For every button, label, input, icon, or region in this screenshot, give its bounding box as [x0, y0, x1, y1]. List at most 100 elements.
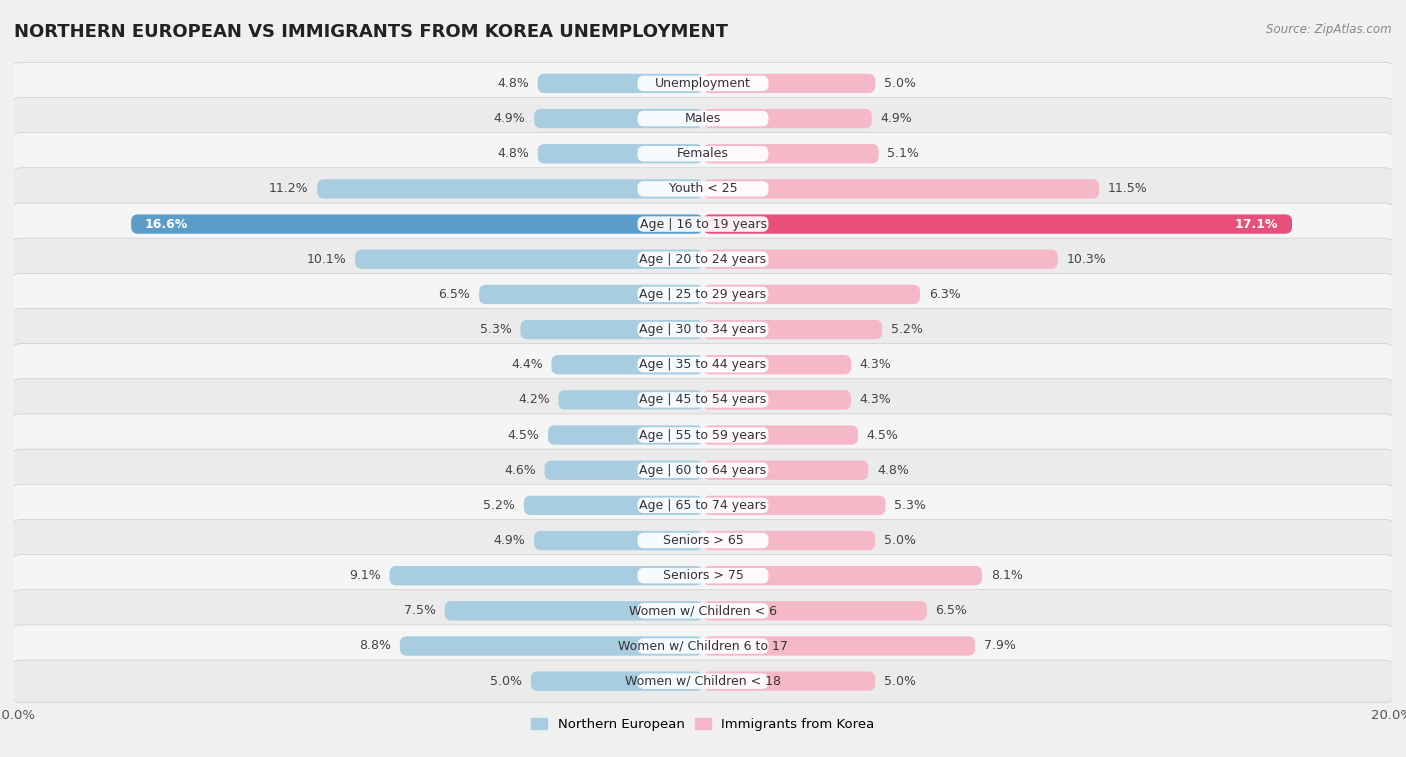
Legend: Northern European, Immigrants from Korea: Northern European, Immigrants from Korea — [526, 712, 880, 736]
FancyBboxPatch shape — [11, 168, 1395, 210]
FancyBboxPatch shape — [11, 519, 1395, 562]
Text: 4.6%: 4.6% — [505, 464, 536, 477]
FancyBboxPatch shape — [703, 566, 981, 585]
Text: 7.5%: 7.5% — [404, 604, 436, 617]
FancyBboxPatch shape — [637, 533, 769, 548]
Text: 5.0%: 5.0% — [884, 77, 915, 90]
Text: 6.5%: 6.5% — [935, 604, 967, 617]
Text: 4.3%: 4.3% — [859, 358, 891, 371]
FancyBboxPatch shape — [703, 671, 875, 691]
Text: 10.1%: 10.1% — [307, 253, 346, 266]
FancyBboxPatch shape — [703, 390, 851, 410]
FancyBboxPatch shape — [703, 179, 1099, 198]
FancyBboxPatch shape — [703, 355, 851, 375]
FancyBboxPatch shape — [11, 203, 1395, 245]
Text: 11.2%: 11.2% — [269, 182, 308, 195]
Text: 4.5%: 4.5% — [508, 428, 540, 441]
FancyBboxPatch shape — [11, 132, 1395, 175]
FancyBboxPatch shape — [11, 308, 1395, 350]
Text: 4.8%: 4.8% — [498, 77, 529, 90]
FancyBboxPatch shape — [520, 320, 703, 339]
FancyBboxPatch shape — [131, 214, 703, 234]
Text: 4.9%: 4.9% — [494, 112, 526, 125]
FancyBboxPatch shape — [534, 109, 703, 128]
Text: Age | 55 to 59 years: Age | 55 to 59 years — [640, 428, 766, 441]
FancyBboxPatch shape — [11, 414, 1395, 456]
Text: Age | 35 to 44 years: Age | 35 to 44 years — [640, 358, 766, 371]
FancyBboxPatch shape — [558, 390, 703, 410]
Text: Women w/ Children < 6: Women w/ Children < 6 — [628, 604, 778, 617]
Text: Youth < 25: Youth < 25 — [669, 182, 737, 195]
FancyBboxPatch shape — [637, 638, 769, 654]
Text: 4.4%: 4.4% — [510, 358, 543, 371]
FancyBboxPatch shape — [703, 425, 858, 444]
FancyBboxPatch shape — [11, 344, 1395, 386]
FancyBboxPatch shape — [637, 287, 769, 302]
Text: 4.8%: 4.8% — [877, 464, 908, 477]
FancyBboxPatch shape — [524, 496, 703, 515]
FancyBboxPatch shape — [637, 497, 769, 513]
Text: 4.8%: 4.8% — [498, 148, 529, 160]
Text: Women w/ Children < 18: Women w/ Children < 18 — [626, 674, 780, 687]
FancyBboxPatch shape — [637, 76, 769, 91]
FancyBboxPatch shape — [11, 62, 1395, 104]
FancyBboxPatch shape — [703, 144, 879, 164]
FancyBboxPatch shape — [703, 496, 886, 515]
Text: Males: Males — [685, 112, 721, 125]
FancyBboxPatch shape — [11, 378, 1395, 421]
Text: 5.0%: 5.0% — [491, 674, 522, 687]
Text: 4.9%: 4.9% — [494, 534, 526, 547]
Text: 6.3%: 6.3% — [928, 288, 960, 301]
FancyBboxPatch shape — [637, 674, 769, 689]
Text: 8.1%: 8.1% — [991, 569, 1022, 582]
Text: 4.9%: 4.9% — [880, 112, 912, 125]
Text: Seniors > 75: Seniors > 75 — [662, 569, 744, 582]
FancyBboxPatch shape — [637, 603, 769, 618]
Text: 5.3%: 5.3% — [894, 499, 927, 512]
FancyBboxPatch shape — [11, 555, 1395, 597]
FancyBboxPatch shape — [544, 460, 703, 480]
Text: 8.8%: 8.8% — [360, 640, 391, 653]
FancyBboxPatch shape — [11, 625, 1395, 667]
Text: 5.2%: 5.2% — [484, 499, 515, 512]
FancyBboxPatch shape — [11, 590, 1395, 632]
FancyBboxPatch shape — [703, 73, 875, 93]
Text: 17.1%: 17.1% — [1234, 217, 1278, 231]
Text: 7.9%: 7.9% — [984, 640, 1015, 653]
FancyBboxPatch shape — [11, 238, 1395, 280]
Text: 4.3%: 4.3% — [859, 394, 891, 407]
FancyBboxPatch shape — [389, 566, 703, 585]
Text: NORTHERN EUROPEAN VS IMMIGRANTS FROM KOREA UNEMPLOYMENT: NORTHERN EUROPEAN VS IMMIGRANTS FROM KOR… — [14, 23, 728, 41]
Text: 6.5%: 6.5% — [439, 288, 471, 301]
Text: Age | 25 to 29 years: Age | 25 to 29 years — [640, 288, 766, 301]
Text: Females: Females — [678, 148, 728, 160]
FancyBboxPatch shape — [637, 357, 769, 372]
FancyBboxPatch shape — [637, 251, 769, 267]
FancyBboxPatch shape — [637, 217, 769, 232]
Text: Women w/ Children 6 to 17: Women w/ Children 6 to 17 — [619, 640, 787, 653]
Text: Age | 30 to 34 years: Age | 30 to 34 years — [640, 323, 766, 336]
Text: 10.3%: 10.3% — [1066, 253, 1107, 266]
FancyBboxPatch shape — [703, 285, 920, 304]
FancyBboxPatch shape — [703, 250, 1057, 269]
FancyBboxPatch shape — [399, 637, 703, 656]
FancyBboxPatch shape — [637, 568, 769, 584]
FancyBboxPatch shape — [703, 531, 875, 550]
Text: Seniors > 65: Seniors > 65 — [662, 534, 744, 547]
Text: 5.3%: 5.3% — [479, 323, 512, 336]
FancyBboxPatch shape — [537, 73, 703, 93]
Text: 4.2%: 4.2% — [517, 394, 550, 407]
FancyBboxPatch shape — [703, 320, 882, 339]
FancyBboxPatch shape — [531, 671, 703, 691]
Text: Source: ZipAtlas.com: Source: ZipAtlas.com — [1267, 23, 1392, 36]
Text: Age | 20 to 24 years: Age | 20 to 24 years — [640, 253, 766, 266]
FancyBboxPatch shape — [11, 98, 1395, 140]
FancyBboxPatch shape — [637, 392, 769, 407]
FancyBboxPatch shape — [637, 463, 769, 478]
FancyBboxPatch shape — [318, 179, 703, 198]
Text: 4.5%: 4.5% — [866, 428, 898, 441]
FancyBboxPatch shape — [703, 460, 869, 480]
Text: Age | 65 to 74 years: Age | 65 to 74 years — [640, 499, 766, 512]
FancyBboxPatch shape — [637, 427, 769, 443]
FancyBboxPatch shape — [637, 322, 769, 338]
